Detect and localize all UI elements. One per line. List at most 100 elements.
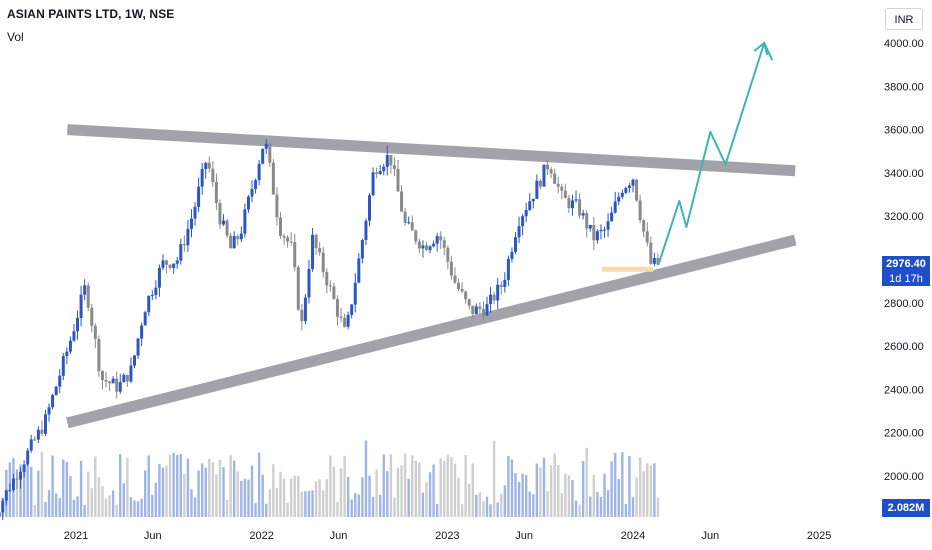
volume-bar [250,465,254,517]
volume-bar [539,467,542,517]
candle-body [115,378,119,392]
candle-body [243,209,247,234]
candle-body [218,203,222,225]
candle-body [574,199,578,201]
candle-body [68,340,72,352]
x-tick-label: Jun [701,530,719,542]
candle-body [61,356,65,376]
volume-bar [407,478,410,517]
candle-body [389,155,393,166]
x-tick-label: Jun [515,530,533,542]
volume-bars [1,440,660,517]
candle-body [581,213,585,216]
last-price-value: 2976.40 [886,257,926,270]
volume-bar [649,465,653,517]
volume-bar [126,457,129,517]
volume-bar [460,504,464,517]
candle-body [225,220,229,236]
candle-body [635,179,639,201]
volume-bar [143,470,147,517]
candle-body [357,258,361,283]
volume-bar [154,482,158,517]
candle-body [606,221,610,230]
volume-bar [232,460,236,517]
channel-line[interactable] [67,124,796,177]
candle-body [595,231,599,241]
candle-body [93,325,97,339]
candle-body [90,307,94,326]
candle-body [165,260,169,265]
volume-bar [101,486,104,517]
candle-body [19,471,23,480]
candle-body [40,429,44,434]
candle-body [193,206,197,219]
volume-bar [26,457,29,517]
candle-body [339,316,343,318]
volume-bar [343,455,346,517]
candle-body [232,236,236,249]
candle-body [179,244,183,261]
candle-body [624,188,628,193]
volume-bar [318,479,321,517]
y-tick-label: 2200.00 [884,428,924,440]
volume-bar [475,494,478,517]
y-tick-label: 3600.00 [884,125,924,137]
projection-line[interactable] [657,42,774,266]
candle-body [517,226,521,238]
channel-line[interactable] [66,234,797,429]
volume-bar [457,477,460,517]
volume-bar [393,497,396,517]
volume-bar [236,471,239,517]
currency-button[interactable]: INR [885,8,923,30]
candle-body [553,173,557,184]
candle-body [556,183,560,187]
volume-bar [567,475,571,517]
volume-bar [589,496,592,517]
candle-body [350,304,354,315]
volume-bar [468,483,471,517]
projection-path[interactable] [657,41,774,266]
volume-bar [514,473,517,517]
volume-bar [603,473,606,517]
volume-bar [375,469,378,517]
y-tick-label: 2600.00 [884,341,924,353]
candle-body [296,267,300,310]
volume-bar [357,494,361,517]
candle-body [407,222,411,224]
volume-bar [97,477,101,517]
volume-bar [286,502,289,517]
volume-bar [350,499,353,517]
candle-body [29,439,33,451]
candle-body [211,168,215,183]
candle-body [97,338,101,372]
volume-bar [272,464,275,517]
volume-bar [161,467,165,517]
volume-bar [503,485,507,517]
candle-body [303,297,307,322]
candle-body [414,230,418,242]
candle-body [645,231,649,243]
candle-body [4,490,8,501]
symbol-title: ASIAN PAINTS LTD, 1W, NSE [7,7,175,21]
candle-body [118,382,122,392]
volume-bar [208,458,211,517]
y-tick-label: 3800.00 [884,81,924,93]
candle-body [560,186,564,191]
volume-bar [133,500,136,517]
x-tick-label: 2025 [807,530,831,542]
volume-bar [329,455,332,517]
volume-bar [147,455,150,517]
x-tick-label: 2021 [64,530,88,542]
candle-body [140,325,144,339]
candle-body [346,314,350,327]
volume-bar [197,470,200,517]
candle-body [264,143,268,149]
candle-body [603,229,607,231]
volume-bar [628,455,631,517]
candle-body [161,260,165,268]
channel-lines[interactable] [66,124,797,429]
candle-body [36,429,40,440]
candle-body [314,234,318,249]
volume-bar [542,457,546,517]
